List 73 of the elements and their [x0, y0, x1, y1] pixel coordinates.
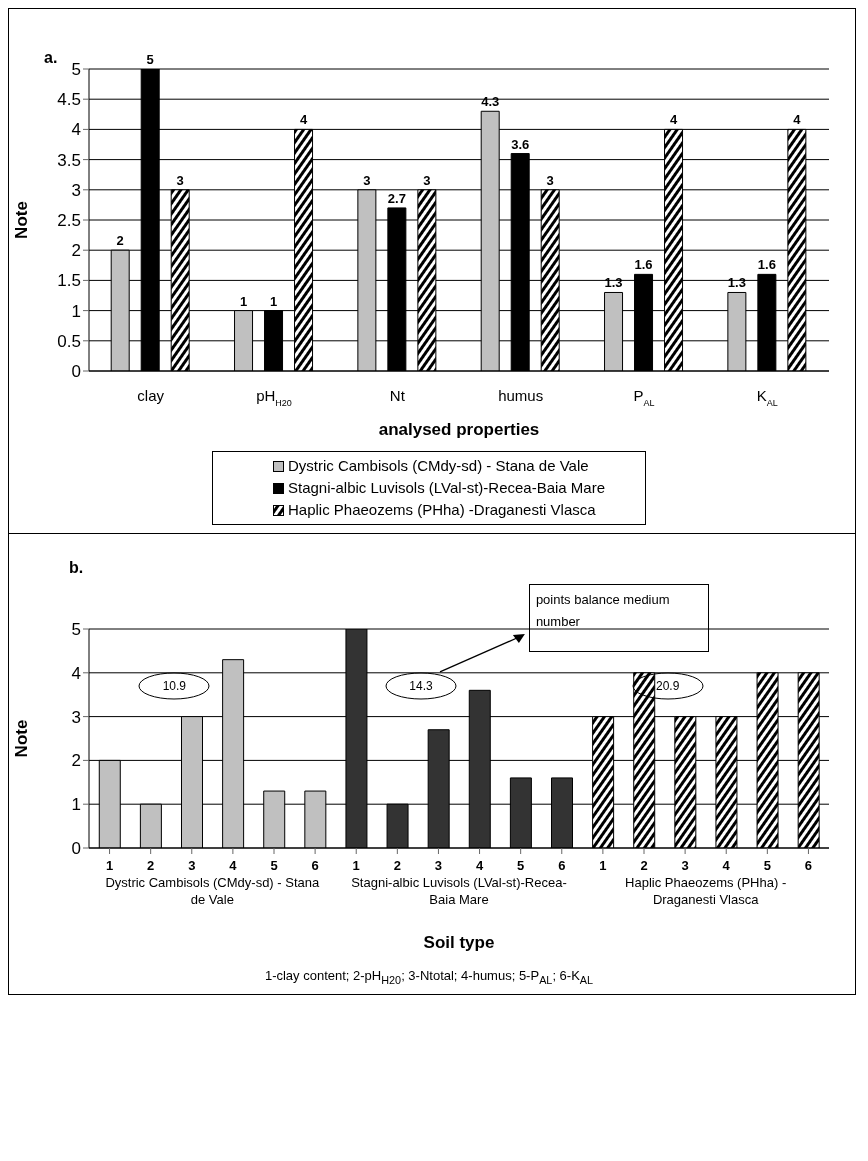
x-tick-label: 6 — [558, 858, 566, 873]
x-tick-label: 2 — [640, 858, 648, 873]
x-tick-label: 5 — [763, 858, 771, 873]
x-tick-label: 4 — [722, 858, 731, 873]
y-tick-label: 4 — [71, 120, 81, 140]
data-label: 2 — [116, 233, 124, 249]
y-tick-label: 1 — [71, 795, 81, 815]
data-label: 4 — [299, 112, 308, 128]
chart-title: a. — [44, 49, 58, 67]
x-tick-label: 1 — [105, 858, 114, 873]
x-tick-label: 3 — [681, 858, 689, 873]
y-tick-label: 4.5 — [57, 90, 81, 110]
y-tick-label: 0.5 — [57, 331, 81, 351]
y-tick-label: 3.5 — [57, 150, 81, 170]
data-label: 5 — [146, 52, 154, 67]
x-tick-label: 6 — [311, 858, 319, 873]
x-tick-label: 1 — [599, 858, 607, 873]
data-label: 3 — [423, 172, 431, 188]
data-label: 1 — [239, 293, 248, 309]
text: Haplic Phaeozems (PHha) - Draganesti Vlasca — [624, 874, 788, 908]
y-tick-label: 2 — [71, 241, 81, 261]
text: Stagni-albic Luvisols (LVal-st)-Recea-Baia Mare — [350, 874, 568, 908]
y-tick-label: 1 — [71, 301, 81, 321]
data-label: 3 — [546, 172, 554, 188]
y-axis-title: Note — [12, 719, 32, 758]
data-label: 3 — [363, 172, 371, 188]
y-tick-label: 0 — [71, 362, 81, 382]
x-tick-label: 5 — [270, 858, 278, 873]
x-axis-title: analysed properties — [378, 420, 540, 439]
x-tick-label: pH$_{H20}$ — [256, 387, 292, 408]
y-tick-label: 1.5 — [57, 271, 81, 291]
x-tick-label: 5 — [517, 858, 525, 873]
data-label: 4 — [669, 112, 678, 128]
x-tick-label: 4 — [475, 858, 484, 873]
y-tick-label: 4 — [71, 663, 81, 683]
x-tick-label: 2 — [147, 858, 155, 873]
data-label: 1.6 — [757, 257, 776, 273]
data-label: 3.6 — [511, 136, 530, 152]
annotation: 14.3 — [409, 678, 433, 693]
x-tick-label: 3 — [434, 858, 443, 873]
x-tick-label: K$_{AL}$ — [756, 387, 778, 408]
data-label: 2.7 — [387, 190, 406, 206]
callout-box: points balance medium number — [528, 584, 709, 652]
annotation: 20.9 — [655, 678, 680, 693]
y-tick-label: 5 — [71, 620, 81, 640]
x-tick-label: 4 — [229, 858, 238, 873]
legend-label: Stagni-albic Luvisols (LVal-st)-Recea-Baia Mare — [287, 478, 606, 498]
y-tick-label: 5 — [71, 60, 81, 80]
data-label: 4 — [793, 112, 802, 128]
x-tick-label: clay — [137, 387, 165, 404]
data-label: 1 — [269, 293, 278, 309]
legend-label: Haplic Phaeozems (PHha) -Draganesti Vlasca — [287, 500, 596, 520]
x-tick-label: 6 — [804, 858, 813, 873]
y-tick-label: 2 — [71, 751, 81, 771]
x-tick-label: 3 — [188, 858, 196, 873]
x-tick-label: 2 — [393, 858, 401, 873]
x-tick-label: Nt — [389, 387, 406, 404]
annotation: 10.9 — [162, 678, 186, 693]
y-axis-title: Note — [12, 201, 32, 239]
data-label: 3 — [176, 172, 184, 188]
x-tick-label: humus — [498, 387, 544, 404]
text: 1-clay content; 2-pH$_{H20}$; 3-Ntotal; 4-humus; 5-P$_{AL}$; 6-K$_{AL}$ — [263, 968, 595, 986]
y-tick-label: 2.5 — [57, 211, 81, 231]
x-tick-label: 1 — [352, 858, 360, 873]
y-tick-label: 3 — [71, 180, 81, 200]
x-axis-title: Soil type — [423, 933, 495, 952]
x-tick-label: P$_{AL}$ — [633, 387, 655, 408]
legend-label: Dystric Cambisols (CMdy-sd) - Stana de Vale — [287, 456, 589, 476]
text: Dystric Cambisols (CMdy-sd) - Stana de Vale — [104, 874, 321, 908]
y-tick-label: 3 — [71, 707, 81, 727]
y-tick-label: 0 — [71, 839, 81, 859]
chart-title: b. — [69, 559, 84, 577]
data-label: 1.6 — [634, 257, 653, 273]
